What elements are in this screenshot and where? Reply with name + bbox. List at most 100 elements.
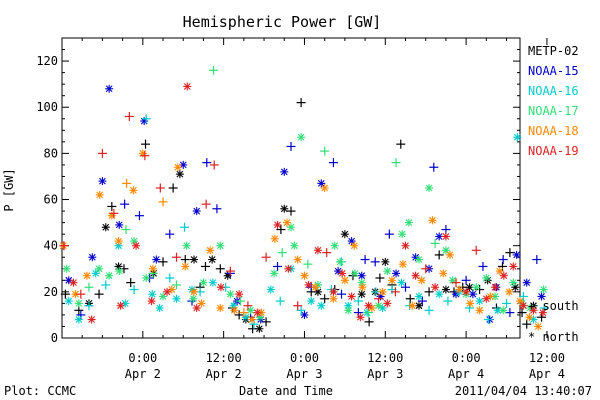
data-point-south [273,261,283,271]
data-point-north [147,297,156,306]
data-point-south [76,289,86,299]
series-noaa-17 [62,65,548,322]
data-point-south [498,255,508,265]
footer-plot-credit: Plot: CCMC [4,384,76,398]
data-point-north [491,283,500,292]
data-point-south [180,222,190,232]
data-point-north [280,167,289,176]
data-point-south [165,273,175,283]
data-point-north [98,177,107,186]
data-point-south [320,294,330,304]
data-point-north [509,262,518,271]
legend-entry: NOAA-19 [528,144,579,158]
data-point-north [270,234,279,243]
data-point-north [182,241,191,250]
data-point-north [148,264,157,273]
data-point-north [519,301,528,310]
data-point-south [84,301,94,311]
data-point-south [122,178,132,188]
data-point-north [414,292,423,301]
data-point-north [350,241,359,250]
y-tick-label: 0 [51,331,58,345]
data-point-north [142,274,151,282]
data-point-south [518,291,528,301]
data-point-north [282,218,291,227]
data-point-south [141,114,151,124]
data-point-north [357,271,366,280]
data-point-south [396,139,406,149]
legend-entry: NOAA-17 [528,104,579,118]
data-point-south [261,252,271,262]
data-point-north [199,278,208,287]
data-point-north [235,290,244,299]
data-point-north [482,294,491,303]
data-point-north [475,297,484,306]
data-point-south [212,204,222,214]
data-point-south [430,238,440,248]
data-point-north [537,292,546,301]
data-point-north [181,262,190,271]
data-point-north [216,241,225,250]
data-point-north [431,283,440,292]
data-point-south [337,289,347,299]
data-point-north [115,220,124,229]
data-point-south [286,206,296,216]
series-noaa-16 [64,114,549,329]
data-point-north [105,84,114,93]
data-point-north [358,283,367,292]
data-point-north [230,306,239,315]
data-point-north [307,297,316,306]
data-point-north [397,278,406,287]
data-point-north [114,237,123,246]
data-point-north [417,276,426,285]
data-point-north [71,290,80,299]
data-point-north [378,287,387,296]
data-point-south [107,201,117,211]
data-point-south [129,285,139,295]
data-point-north [216,283,225,292]
legend-entry: NOAA-18 [528,124,579,138]
data-point-south [505,308,515,318]
data-point-north [190,287,199,296]
data-point-south [461,275,471,285]
data-point-north [414,255,423,264]
data-point-north [208,255,217,264]
y-tick-label: 120 [36,54,58,68]
data-point-north [241,313,250,322]
data-point-south [134,211,144,221]
data-point-south [234,310,244,320]
data-point-north [148,290,157,299]
data-point-north [435,290,444,299]
series-noaa-18 [59,149,543,331]
data-point-north [525,313,534,322]
data-point-south [522,319,532,329]
data-point-south [97,148,107,158]
x-tick-date-label: Apr 4 [448,367,484,381]
data-point-north [317,301,326,310]
data-point-north [472,283,481,292]
symbol-legend: + south * north [528,299,579,344]
data-point-south [286,141,296,151]
legend: METP-02 NOAA-15 NOAA-16 NOAA-17 NOAA-18 NOAA-… [528,44,579,158]
data-point-north [428,216,437,225]
data-point-north [247,315,256,324]
data-point-south [172,252,181,262]
data-point-north [404,218,413,227]
legend-entry: NOAA-15 [528,64,579,78]
data-point-north [340,276,349,285]
data-point-south [60,289,70,299]
data-point-south [201,199,211,209]
data-point-north [414,301,423,310]
data-point-north [383,267,392,276]
data-point-north [330,241,339,250]
data-point-north [155,304,164,312]
legend-entry: NOAA-16 [528,84,579,98]
data-point-north [401,241,410,250]
data-point-south [101,280,111,290]
data-point-north [293,255,302,264]
data-point-south [502,298,512,308]
data-point-south [276,225,286,235]
data-point-north [216,304,225,312]
data-point-north [499,306,508,315]
